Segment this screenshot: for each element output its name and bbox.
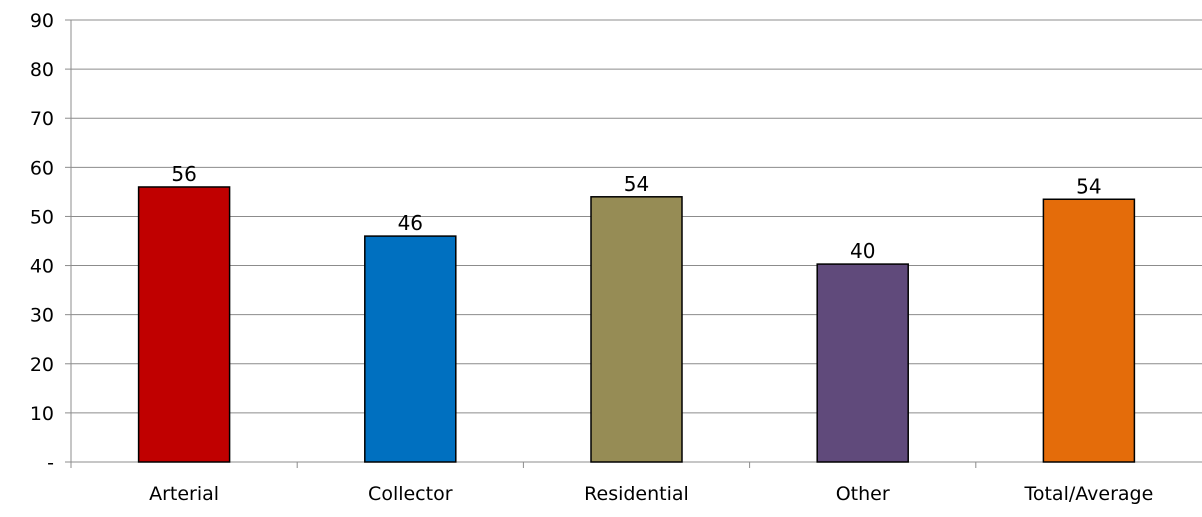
y-tick-label: 50 (30, 206, 54, 228)
y-tick-label: 10 (30, 403, 54, 425)
category-label: Collector (368, 483, 453, 505)
data-label: 56 (171, 162, 196, 186)
y-tick-label: 20 (30, 354, 54, 376)
category-label: Residential (584, 483, 689, 505)
category-label: Arterial (149, 483, 219, 505)
bar-arterial (137, 186, 231, 463)
bars (137, 186, 1136, 463)
data-label: 54 (1076, 174, 1101, 198)
y-tick-label: 40 (30, 256, 54, 278)
y-tick-label: 30 (30, 305, 54, 327)
data-label: 46 (398, 211, 423, 235)
data-label: 54 (624, 172, 649, 196)
bar-collector (364, 235, 457, 463)
bar-other (816, 263, 909, 463)
y-tick-label: - (47, 452, 54, 474)
bar-total-average (1042, 198, 1136, 463)
y-tick-label: 90 (30, 10, 54, 32)
labels: - 10 20 30 40 50 60 70 80 90 56 Arterial 46 Collector… (30, 10, 1153, 505)
category-label: Other (836, 483, 890, 505)
y-tick-label: 80 (30, 59, 54, 81)
category-label: Total/Average (1023, 483, 1153, 505)
y-tick-label: 60 (30, 157, 54, 179)
bar-residential (590, 196, 683, 463)
y-tick-label: 70 (30, 108, 54, 130)
data-label: 40 (850, 239, 875, 263)
